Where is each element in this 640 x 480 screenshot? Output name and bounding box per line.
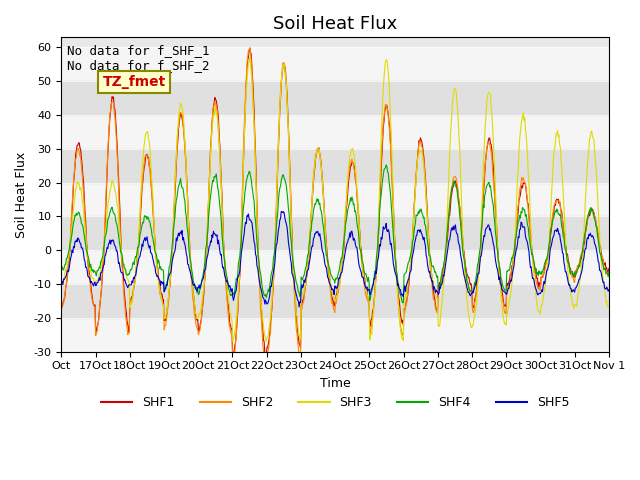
SHF3 bbox=[223, 278, 230, 284]
SHF2 bbox=[122, 313, 129, 319]
Title: Soil Heat Flux: Soil Heat Flux bbox=[273, 15, 397, 33]
SHF5 bbox=[424, 262, 431, 268]
Bar bbox=[61, 81, 609, 115]
Line: SHF2: SHF2 bbox=[61, 48, 609, 369]
Line: SHF5: SHF5 bbox=[61, 212, 609, 307]
Text: No data for f_SHF_1: No data for f_SHF_1 bbox=[67, 44, 209, 57]
SHF1 bbox=[393, 274, 401, 279]
SHF2 bbox=[250, 120, 258, 126]
X-axis label: Time: Time bbox=[320, 377, 351, 390]
SHF4 bbox=[399, 300, 406, 306]
SHF1 bbox=[223, 280, 230, 286]
SHF5 bbox=[58, 282, 65, 288]
Text: No data for f_SHF_2: No data for f_SHF_2 bbox=[67, 60, 209, 72]
SHF4 bbox=[382, 162, 390, 168]
Bar bbox=[61, 250, 609, 284]
Bar bbox=[61, 115, 609, 149]
SHF1 bbox=[246, 45, 253, 51]
Bar bbox=[61, 182, 609, 216]
SHF2 bbox=[272, 227, 280, 233]
SHF5 bbox=[250, 233, 257, 239]
SHF2 bbox=[393, 279, 401, 285]
SHF3 bbox=[393, 280, 401, 286]
SHF4 bbox=[270, 252, 278, 258]
SHF4 bbox=[392, 267, 400, 273]
SHF1 bbox=[605, 265, 612, 271]
Y-axis label: Soil Heat Flux: Soil Heat Flux bbox=[15, 151, 28, 238]
SHF4 bbox=[250, 195, 257, 201]
SHF5 bbox=[223, 279, 230, 285]
SHF3 bbox=[122, 272, 129, 277]
SHF2 bbox=[262, 366, 270, 372]
SHF2 bbox=[223, 287, 230, 293]
SHF5 bbox=[122, 280, 129, 286]
SHF5 bbox=[605, 287, 612, 293]
SHF2 bbox=[246, 45, 253, 51]
Bar bbox=[61, 216, 609, 250]
SHF1 bbox=[122, 305, 129, 311]
SHF5 bbox=[393, 276, 401, 282]
SHF1 bbox=[272, 239, 280, 245]
SHF3 bbox=[58, 278, 65, 284]
SHF3 bbox=[272, 234, 280, 240]
SHF2 bbox=[605, 274, 612, 279]
SHF4 bbox=[223, 271, 230, 277]
Line: SHF1: SHF1 bbox=[61, 48, 609, 358]
SHF1 bbox=[58, 303, 65, 309]
SHF3 bbox=[250, 124, 258, 130]
SHF1 bbox=[251, 134, 259, 140]
SHF3 bbox=[424, 220, 431, 226]
Bar bbox=[61, 318, 609, 351]
SHF4 bbox=[424, 240, 431, 245]
SHF4 bbox=[122, 267, 129, 273]
SHF4 bbox=[58, 266, 65, 272]
Legend: SHF1, SHF2, SHF3, SHF4, SHF5: SHF1, SHF2, SHF3, SHF4, SHF5 bbox=[96, 391, 574, 414]
SHF4 bbox=[605, 268, 612, 274]
SHF5 bbox=[277, 209, 285, 215]
SHF1 bbox=[424, 216, 431, 221]
Bar bbox=[61, 284, 609, 318]
SHF3 bbox=[246, 56, 253, 61]
Bar bbox=[61, 149, 609, 182]
SHF2 bbox=[58, 307, 65, 312]
Line: SHF4: SHF4 bbox=[61, 165, 609, 303]
SHF3 bbox=[605, 303, 612, 309]
SHF1 bbox=[229, 355, 237, 361]
Text: TZ_fmet: TZ_fmet bbox=[102, 75, 166, 89]
SHF5 bbox=[270, 265, 278, 271]
SHF3 bbox=[262, 338, 270, 344]
SHF2 bbox=[424, 222, 431, 228]
Line: SHF3: SHF3 bbox=[61, 59, 609, 341]
SHF5 bbox=[295, 304, 303, 310]
Bar bbox=[61, 48, 609, 81]
